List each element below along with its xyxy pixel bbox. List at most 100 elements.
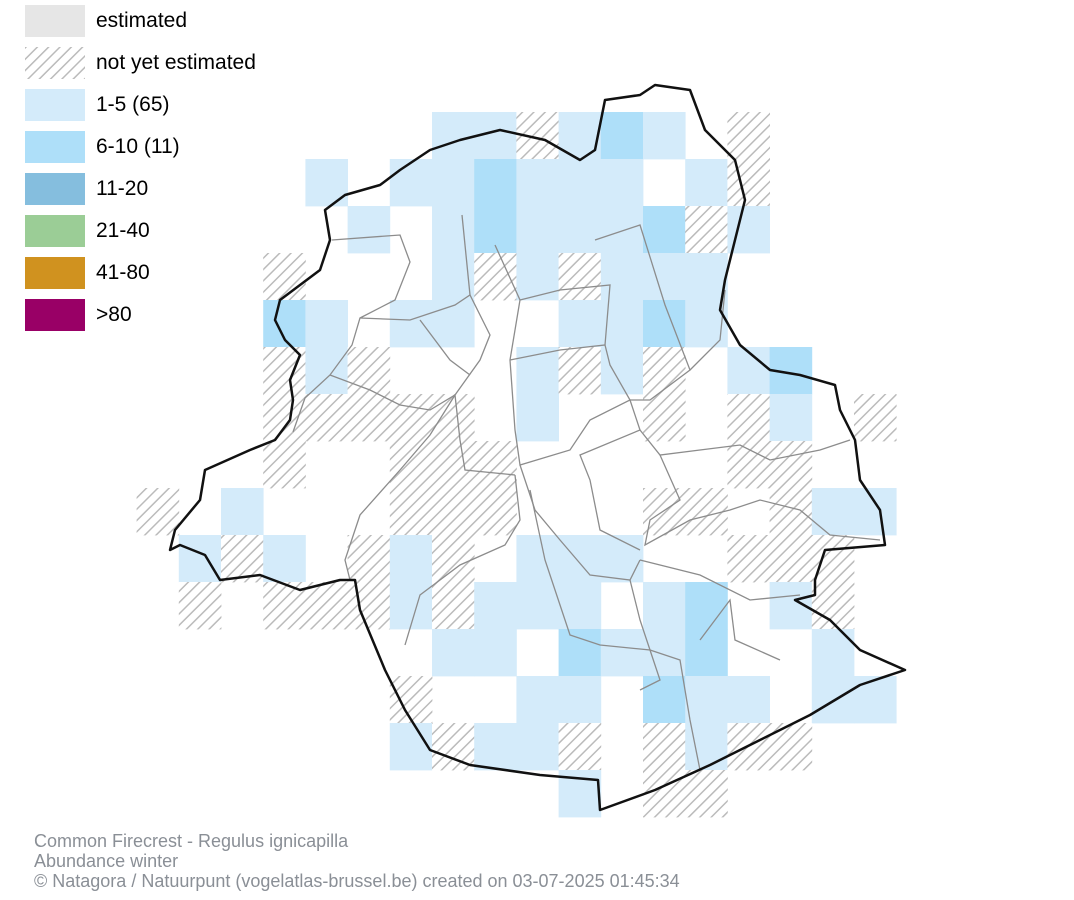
- grid-cell-not-estimated: [389, 394, 433, 442]
- map-credits: Common Firecrest - Regulus ignicapilla A…: [34, 831, 680, 891]
- grid-cell-abundance: [432, 159, 475, 207]
- grid-cell-abundance: [558, 629, 602, 677]
- grid-cell-not-estimated: [727, 441, 770, 489]
- grid-cell-abundance: [389, 582, 433, 630]
- legend-label: estimated: [96, 9, 188, 32]
- grid-cell-abundance: [854, 488, 897, 536]
- legend-swatch: [25, 257, 85, 289]
- grid-cell-abundance: [305, 159, 348, 207]
- grid-cell-not-estimated: [769, 488, 813, 536]
- grid-cell-abundance: [558, 535, 602, 583]
- grid-cell-abundance: [854, 676, 897, 724]
- grid-cell-not-estimated: [432, 582, 475, 630]
- grid-cell-abundance: [474, 159, 517, 207]
- copyright-notice: © Natagora / Natuurpunt (vogelatlas-brus…: [34, 871, 680, 891]
- grid-cell-abundance: [516, 535, 559, 583]
- grid-cell-abundance: [178, 535, 222, 583]
- grid-cell-abundance: [685, 159, 728, 207]
- district-boundary: [689, 289, 726, 371]
- grid-cell-abundance: [389, 535, 433, 583]
- grid-cell-not-estimated: [769, 535, 813, 583]
- legend-label: 6-10 (11): [96, 135, 180, 158]
- grid-cell-abundance: [685, 676, 728, 724]
- district-boundary: [344, 294, 491, 581]
- grid-cell-abundance: [516, 676, 559, 724]
- grid-cell-abundance: [558, 300, 602, 348]
- grid-cell-abundance: [769, 394, 813, 442]
- grid-cell-abundance: [558, 676, 602, 724]
- district-boundary: [699, 598, 781, 661]
- grid-cell-abundance: [643, 112, 686, 160]
- district-boundary: [579, 399, 641, 551]
- grid-cell-not-estimated: [347, 582, 391, 630]
- grid-cell-abundance: [221, 488, 264, 536]
- species-name: Common Firecrest - Regulus ignicapilla: [34, 831, 349, 851]
- grid-cell-not-estimated: [389, 441, 433, 489]
- grid-cell-abundance: [516, 253, 559, 301]
- legend-label: >80: [96, 303, 132, 326]
- district-boundary: [404, 474, 521, 646]
- grid-cell-abundance: [727, 676, 770, 724]
- grid-cell-abundance: [474, 629, 517, 677]
- grid-cell-not-estimated: [643, 347, 686, 395]
- district-boundary: [329, 374, 516, 476]
- grid-cell-not-estimated: [643, 394, 686, 442]
- grid-cell-abundance: [305, 300, 348, 348]
- grid-cells: [136, 112, 897, 818]
- district-boundary: [419, 319, 471, 376]
- district-boundary: [494, 244, 631, 466]
- grid-cell-not-estimated: [347, 535, 391, 583]
- grid-cell-not-estimated: [432, 723, 475, 771]
- legend-label: not yet estimated: [96, 51, 256, 74]
- grid-cell-not-estimated: [432, 441, 475, 489]
- grid-cell-abundance: [432, 112, 475, 160]
- legend-label: 11-20: [96, 177, 149, 200]
- brussels-region-outline: [168, 83, 907, 812]
- grid-cell-abundance: [600, 112, 644, 160]
- legend-label: 21-40: [96, 219, 150, 242]
- grid-cell-not-estimated: [136, 488, 180, 536]
- grid-cell-not-estimated: [432, 394, 475, 442]
- grid-cell-abundance: [643, 206, 686, 254]
- grid-cell-not-estimated: [305, 394, 348, 442]
- grid-cell-not-estimated: [263, 441, 306, 489]
- district-boundary: [461, 214, 471, 296]
- grid-cell-not-estimated: [643, 488, 686, 536]
- grid-cell-not-estimated: [263, 394, 306, 442]
- grid-cell-abundance: [685, 582, 728, 630]
- grid-cell-not-estimated: [474, 488, 517, 536]
- legend-swatch: [25, 173, 85, 205]
- legend-swatch: [25, 131, 85, 163]
- grid-cell-not-estimated: [685, 770, 728, 818]
- grid-cell-abundance: [727, 347, 770, 395]
- grid-cell-abundance: [389, 723, 433, 771]
- grid-cell-abundance: [600, 535, 644, 583]
- grid-cell-abundance: [474, 723, 517, 771]
- grid-cell-not-estimated: [474, 253, 517, 301]
- legend-swatch: [25, 47, 85, 79]
- district-boundary: [529, 489, 661, 691]
- grid-cell-abundance: [811, 629, 855, 677]
- district-boundary: [594, 224, 691, 401]
- grid-cell-not-estimated: [727, 535, 770, 583]
- grid-cell-abundance: [516, 206, 559, 254]
- map-subtitle: Abundance winter: [34, 851, 179, 871]
- grid-cell-abundance: [600, 159, 644, 207]
- grid-cell-not-estimated: [389, 488, 433, 536]
- legend-swatch: [25, 5, 85, 37]
- grid-cell-not-estimated: [727, 159, 770, 207]
- grid-cell-abundance: [516, 723, 559, 771]
- grid-cell-abundance: [558, 582, 602, 630]
- legend-label: 1-5 (65): [96, 93, 170, 116]
- grid-cell-not-estimated: [432, 488, 475, 536]
- grid-cell-not-estimated: [685, 206, 728, 254]
- grid-cell-abundance: [685, 253, 728, 301]
- municipality-boundaries: [292, 214, 881, 771]
- grid-cell-not-estimated: [558, 723, 602, 771]
- grid-cell-not-estimated: [474, 441, 517, 489]
- legend-swatch: [25, 89, 85, 121]
- grid-cell-not-estimated: [811, 535, 855, 583]
- grid-cell-abundance: [389, 159, 433, 207]
- grid-cell-not-estimated: [769, 441, 813, 489]
